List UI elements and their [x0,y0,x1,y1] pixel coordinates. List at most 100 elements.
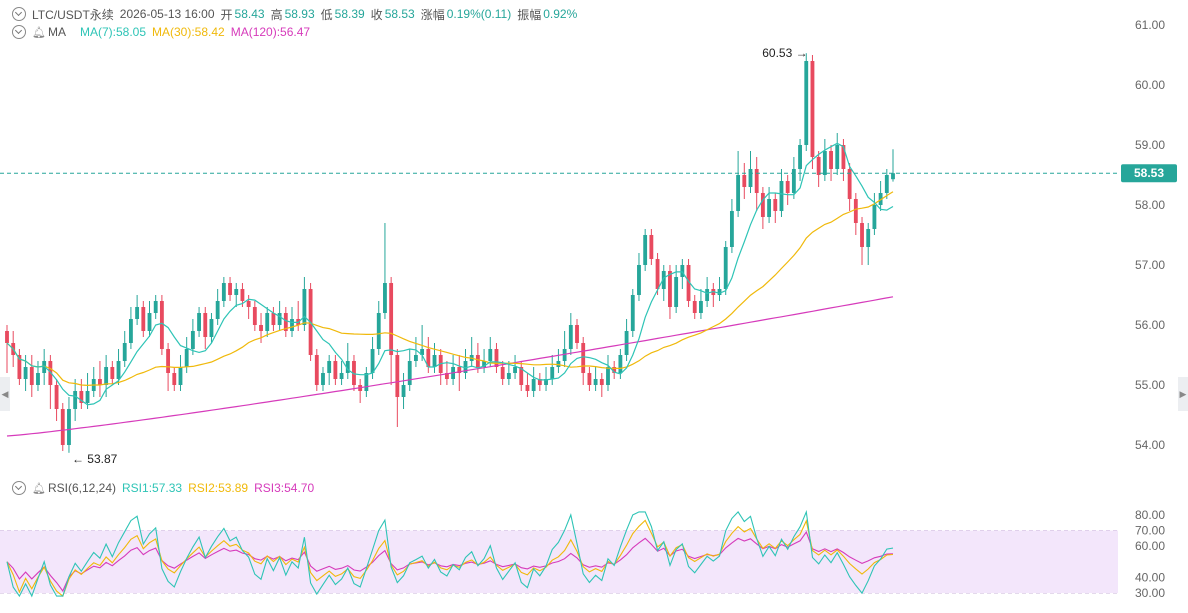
candle-body [290,319,294,331]
candle-body [674,277,679,307]
candle-body [426,349,431,367]
candle-body [513,367,517,373]
arrow-right-icon[interactable]: ▶ [1178,377,1188,411]
candle-body [705,289,710,301]
change-label: 涨幅 [420,7,445,22]
candle-body [791,169,796,193]
candle-body [203,313,208,337]
candle-body [593,379,598,385]
candle-body [116,361,121,379]
moving-average-lines [6,142,894,437]
candle-body [760,193,765,217]
high-value: 58.93 [284,7,315,21]
chevron-down-icon[interactable] [12,481,26,495]
candle-body [606,367,610,385]
candle-body [352,361,356,385]
candle-body [537,379,542,385]
candle-body [717,289,722,295]
candle-body [810,61,815,157]
candle-body [321,373,325,385]
candle-body [364,373,369,391]
bell-icon[interactable]: 🔔︎ [32,26,46,39]
candle-body [104,367,109,385]
bell-icon[interactable]: 🔔︎ [32,482,46,495]
candle-body [221,283,226,301]
candle-body [587,373,592,385]
candle-body [252,307,257,325]
candle-body [414,355,418,361]
ma120-line [6,296,894,437]
candle-body [798,145,802,169]
rsi-tick-label: 30.00 [1135,586,1165,600]
candle-body [618,355,623,373]
candle-body [754,169,759,193]
candle-body [190,331,195,349]
candle-body [283,313,288,331]
candle-body [444,373,449,379]
candle-body [612,367,617,373]
price-tick-label: 60.00 [1135,78,1165,92]
candle-body [723,247,728,289]
candle-body [407,361,412,385]
arrow-left-icon[interactable]: ◀ [0,377,10,411]
candle-body [376,313,381,349]
candle-body [531,379,536,391]
candle-body [891,173,895,180]
candle-body [692,301,697,313]
candle-body [246,301,251,307]
candle-body [785,181,790,193]
candle-body [457,367,462,373]
candle-body [302,289,307,325]
candle-body [575,325,579,343]
ma30-value: MA(30):58.42 [152,25,225,39]
rsi2-line [6,519,894,598]
price-axis: 61.00 60.00 59.00 58.00 57.00 56.00 55.00 54.00… [1135,18,1165,600]
chevron-down-icon[interactable] [12,7,26,21]
low-value: 58.39 [334,7,365,21]
high-label: 高 [270,7,283,22]
candle-body [494,349,499,367]
candle-body [29,367,34,385]
candle-body [67,409,71,445]
candle-body [277,313,282,325]
candle-body [209,319,214,337]
rsi-label: RSI(6,12,24) [47,481,117,495]
candle-body [742,175,747,187]
candle-body [401,385,406,397]
candle-body [60,409,65,445]
candle-body [500,367,505,379]
candle-body [314,355,319,385]
candle-body [166,349,171,373]
candle-body [370,349,375,373]
candle-body [649,235,654,259]
candle-body [599,379,604,385]
candle-body [234,289,239,295]
candlestick-series [5,53,895,453]
last-price-tag [1121,164,1177,183]
open-value: 58.43 [234,7,265,21]
candle-body [475,355,480,367]
chevron-down-icon[interactable] [12,25,26,39]
candle-body [630,295,635,331]
candle-body [581,343,586,373]
candle-body [624,331,629,355]
low-label: 低 [320,7,333,22]
candle-body [643,235,648,265]
candle-body [36,373,40,385]
candle-body [878,193,883,205]
candle-body [122,343,127,361]
candle-body [197,313,201,331]
price-tick-label: 61.00 [1135,18,1165,32]
candle-body [345,361,350,373]
candle-body [568,325,573,349]
candle-body [767,199,772,217]
ma120-value: MA(120):56.47 [230,25,311,39]
price-tick-label: 54.00 [1135,438,1165,452]
candle-body [668,271,672,307]
candle-body [432,355,437,367]
rsi3-line [6,530,894,593]
candle-body [488,349,493,361]
candle-body [395,355,400,397]
candle-body [841,145,846,169]
